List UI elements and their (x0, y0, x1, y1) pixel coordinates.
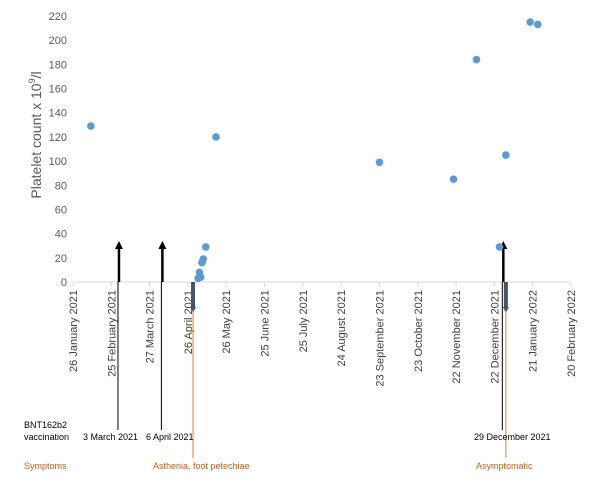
data-point (202, 243, 210, 251)
x-tick-label: 20 February 2022 (566, 290, 578, 377)
y-tick-label: 160 (49, 84, 67, 96)
y-tick-label: 20 (55, 253, 67, 265)
y-tick-label: 40 (55, 229, 67, 241)
x-tick-label: 25 June 2021 (260, 290, 272, 357)
y-tick-label: 180 (49, 59, 67, 71)
data-point (199, 255, 208, 263)
x-tick-label: 22 November 2021 (451, 290, 463, 384)
data-point (449, 175, 458, 184)
data-point (196, 273, 205, 281)
x-tick-label: 22 December 2021 (489, 290, 501, 384)
symptom-note-1: Asthenia, foot petechiae (153, 461, 250, 471)
y-tick-label: 0 (61, 277, 67, 289)
y-tick-label: 80 (55, 180, 67, 192)
x-tick-label: 23 September 2021 (374, 290, 386, 387)
data-point (526, 18, 534, 26)
data-point (87, 122, 95, 130)
symptom-note-2: Asymptomatic (476, 461, 533, 471)
vaccination-date-2: 6 April 2021 (146, 432, 194, 442)
data-point (472, 55, 481, 64)
data-point (502, 151, 510, 159)
data-points (87, 18, 542, 283)
x-tick-label: 23 October 2021 (413, 290, 425, 372)
x-tick-label: 21 January 2022 (528, 290, 540, 372)
x-tick-label: 27 March 2021 (145, 290, 157, 363)
y-tick-label: 120 (49, 132, 67, 144)
x-axis: 26 January 2021 25 February 2021 27 March … (68, 281, 578, 387)
data-point (375, 158, 384, 167)
y-tick-label: 220 (49, 11, 67, 23)
x-tick-label: 26 January 2021 (68, 290, 80, 372)
vaccination-label: vaccination (24, 432, 70, 442)
y-axis-label: Platelet count x 109/l (27, 71, 44, 198)
vaccination-date-1: 3 March 2021 (83, 432, 139, 442)
x-tick-label: 26 May 2021 (221, 290, 233, 354)
data-point (212, 133, 220, 141)
vaccine-name-label: BNT162b2 (24, 420, 68, 430)
event-markers (114, 241, 509, 458)
vaccination-date-3: 29 December 2021 (474, 432, 551, 442)
y-tick-label: 100 (49, 156, 67, 168)
x-tick-label: 25 February 2021 (106, 290, 118, 377)
y-tick-label: 60 (55, 204, 67, 216)
y-axis-ticks: 0 20 40 60 80 100 120 140 160 180 200 220 (49, 11, 67, 289)
y-tick-label: 140 (49, 108, 67, 120)
data-point (495, 243, 504, 251)
y-tick-label: 200 (49, 35, 67, 47)
vaccination-arrow-head (114, 241, 123, 249)
x-tick-label: 24 August 2021 (336, 290, 348, 366)
data-point (534, 20, 542, 29)
symptoms-label: Symptoms (24, 461, 67, 471)
vaccination-arrow-head (158, 241, 167, 249)
x-tick-label: 25 July 2021 (298, 290, 310, 352)
